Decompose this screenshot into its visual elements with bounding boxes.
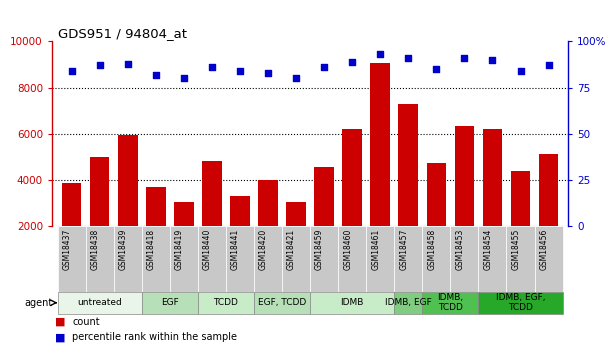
- Point: [431, 66, 441, 72]
- Bar: [86, 226, 114, 292]
- Text: EGF: EGF: [161, 298, 178, 307]
- Bar: [535, 226, 563, 292]
- Bar: [258, 180, 278, 226]
- Text: agent: agent: [24, 298, 53, 308]
- Bar: [142, 292, 198, 314]
- Point: [95, 63, 104, 68]
- Bar: [282, 226, 310, 292]
- Point: [319, 65, 329, 70]
- Point: [151, 72, 161, 77]
- Text: percentile rank within the sample: percentile rank within the sample: [72, 332, 237, 342]
- Bar: [478, 226, 507, 292]
- Bar: [483, 129, 502, 226]
- Bar: [254, 226, 282, 292]
- Text: GSM18459: GSM18459: [315, 229, 324, 270]
- Bar: [57, 226, 86, 292]
- Text: GDS951 / 94804_at: GDS951 / 94804_at: [58, 27, 187, 40]
- Bar: [118, 135, 137, 226]
- Bar: [174, 202, 194, 226]
- Text: GSM18458: GSM18458: [427, 229, 436, 270]
- Point: [207, 65, 217, 70]
- Text: GSM18437: GSM18437: [62, 229, 71, 270]
- Bar: [398, 104, 418, 226]
- Bar: [198, 226, 226, 292]
- Point: [179, 76, 189, 81]
- Point: [123, 61, 133, 66]
- Point: [291, 76, 301, 81]
- Text: GSM18455: GSM18455: [511, 229, 521, 270]
- Bar: [142, 226, 170, 292]
- Bar: [310, 226, 338, 292]
- Bar: [202, 161, 222, 226]
- Text: IDMB, EGF,
TCDD: IDMB, EGF, TCDD: [496, 293, 545, 313]
- Text: EGF, TCDD: EGF, TCDD: [258, 298, 306, 307]
- Point: [67, 68, 76, 74]
- Point: [347, 59, 357, 65]
- Point: [516, 68, 525, 74]
- Bar: [338, 226, 366, 292]
- Text: GSM18419: GSM18419: [175, 229, 184, 270]
- Text: GSM18418: GSM18418: [147, 229, 156, 270]
- Text: GSM18420: GSM18420: [259, 229, 268, 270]
- Text: ■: ■: [55, 317, 65, 327]
- Bar: [394, 292, 422, 314]
- Bar: [226, 226, 254, 292]
- Bar: [511, 170, 530, 226]
- Text: count: count: [72, 317, 100, 327]
- Text: GSM18438: GSM18438: [90, 229, 100, 270]
- Bar: [366, 226, 394, 292]
- Text: GSM18460: GSM18460: [343, 229, 352, 270]
- Text: GSM18457: GSM18457: [400, 229, 408, 270]
- Text: IDMB,
TCDD: IDMB, TCDD: [437, 293, 463, 313]
- Text: untreated: untreated: [77, 298, 122, 307]
- Bar: [310, 292, 394, 314]
- Bar: [146, 187, 166, 226]
- Point: [403, 55, 413, 61]
- Text: ■: ■: [55, 332, 65, 342]
- Bar: [370, 63, 390, 226]
- Bar: [62, 183, 81, 226]
- Bar: [114, 226, 142, 292]
- Point: [235, 68, 245, 74]
- Bar: [314, 167, 334, 226]
- Text: GSM18440: GSM18440: [203, 229, 212, 270]
- Bar: [507, 226, 535, 292]
- Bar: [57, 292, 142, 314]
- Text: IDMB: IDMB: [340, 298, 364, 307]
- Text: GSM18453: GSM18453: [455, 229, 464, 270]
- Point: [459, 55, 469, 61]
- Text: IDMB, EGF: IDMB, EGF: [385, 298, 431, 307]
- Point: [544, 63, 554, 68]
- Text: GSM18439: GSM18439: [119, 229, 128, 270]
- Bar: [170, 226, 198, 292]
- Text: GSM18461: GSM18461: [371, 229, 380, 270]
- Bar: [342, 129, 362, 226]
- Bar: [90, 157, 109, 226]
- Bar: [422, 226, 450, 292]
- Bar: [539, 155, 558, 226]
- Point: [488, 57, 497, 62]
- Bar: [286, 202, 306, 226]
- Point: [375, 51, 385, 57]
- Bar: [394, 226, 422, 292]
- Bar: [426, 162, 446, 226]
- Bar: [422, 292, 478, 314]
- Bar: [450, 226, 478, 292]
- Point: [263, 70, 273, 76]
- Text: GSM18441: GSM18441: [231, 229, 240, 270]
- Text: GSM18454: GSM18454: [483, 229, 492, 270]
- Bar: [230, 196, 250, 226]
- Bar: [254, 292, 310, 314]
- Text: GSM18456: GSM18456: [540, 229, 549, 270]
- Bar: [198, 292, 254, 314]
- Text: TCDD: TCDD: [213, 298, 238, 307]
- Bar: [478, 292, 563, 314]
- Text: GSM18421: GSM18421: [287, 229, 296, 270]
- Bar: [455, 126, 474, 226]
